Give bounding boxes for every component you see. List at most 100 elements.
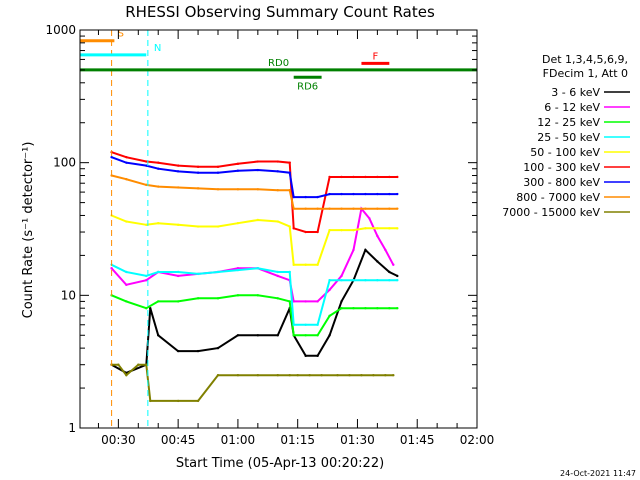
data-point-25-50-kev: [292, 323, 295, 326]
flag-label-n: N: [154, 43, 161, 54]
data-point-800-7000-kev: [256, 188, 260, 191]
data-point-25-50-kev: [176, 270, 180, 274]
data-point-50-100-kev: [288, 225, 291, 228]
data-point-3-6-kev: [364, 248, 367, 252]
x-tick-label: 01:30: [340, 433, 375, 447]
x-tick-label: 00:30: [101, 433, 136, 447]
data-point-3-6-kev: [176, 349, 180, 353]
x-axis: 00:30 00:45 01:00 01:15 01:30 01:45 02:00: [97, 30, 495, 447]
data-point-50-100-kev: [196, 225, 200, 228]
flag-label-f: F: [373, 51, 379, 62]
data-point-7000-15000-kev: [125, 374, 128, 377]
data-point-50-100-kev: [256, 218, 260, 222]
data-point-100-300-kev: [340, 175, 343, 179]
data-point-25-50-kev: [376, 279, 379, 282]
y-axis: 1 10 100 1000: [45, 23, 477, 435]
data-point-800-7000-kev: [288, 189, 291, 192]
data-point-12-25-kev: [276, 297, 279, 300]
data-point-7000-15000-kev: [117, 363, 120, 366]
data-point-50-100-kev: [352, 228, 355, 232]
data-point-300-800-kev: [157, 167, 160, 170]
legend-label-50-100-kev: 50 - 100 keV: [530, 146, 600, 159]
data-point-50-100-kev: [364, 227, 367, 230]
data-point-100-300-kev: [364, 175, 367, 179]
data-point-6-12-kev: [110, 267, 113, 270]
data-point-50-100-kev: [276, 220, 279, 223]
data-point-100-300-kev: [304, 230, 307, 234]
data-point-7000-15000-kev: [392, 374, 395, 377]
data-point-800-7000-kev: [196, 187, 200, 190]
data-point-25-50-kev: [304, 323, 307, 326]
legend-label-100-300-kev: 100 - 300 keV: [523, 161, 600, 174]
data-point-300-800-kev: [176, 170, 180, 173]
y-tick-label: 100: [53, 156, 76, 170]
data-point-7000-15000-kev: [384, 374, 387, 377]
data-point-7000-15000-kev: [145, 363, 148, 366]
data-point-300-800-kev: [125, 161, 128, 164]
data-point-300-800-kev: [304, 195, 307, 199]
data-point-800-7000-kev: [216, 188, 220, 191]
data-point-7000-15000-kev: [360, 374, 363, 377]
data-point-300-800-kev: [328, 192, 331, 196]
data-point-3-6-kev: [316, 354, 319, 358]
data-point-300-800-kev: [376, 192, 379, 196]
data-point-100-300-kev: [125, 155, 128, 159]
data-point-100-300-kev: [288, 161, 291, 164]
data-point-100-300-kev: [292, 227, 295, 230]
data-point-100-300-kev: [157, 161, 160, 164]
data-point-300-800-kev: [256, 168, 260, 172]
data-point-100-300-kev: [376, 175, 379, 179]
data-point-7000-15000-kev: [308, 374, 311, 377]
data-point-7000-15000-kev: [296, 374, 299, 377]
data-point-300-800-kev: [388, 192, 391, 196]
data-point-300-800-kev: [340, 192, 343, 196]
x-tick-label: 01:00: [221, 433, 256, 447]
data-point-50-100-kev: [176, 223, 180, 227]
data-point-7000-15000-kev: [256, 374, 260, 377]
data-point-25-50-kev: [288, 270, 291, 274]
data-point-100-300-kev: [236, 162, 240, 166]
legend-header-line-2: FDecim 1, Att 0: [543, 67, 628, 80]
data-point-7000-15000-kev: [137, 363, 140, 366]
data-point-3-6-kev: [157, 334, 160, 337]
data-point-50-100-kev: [125, 220, 128, 223]
data-point-3-6-kev: [340, 300, 343, 303]
data-point-50-100-kev: [145, 223, 148, 227]
data-point-300-800-kev: [236, 169, 240, 172]
data-point-12-25-kev: [376, 306, 379, 310]
data-point-100-300-kev: [145, 160, 148, 163]
data-point-25-50-kev: [276, 270, 279, 274]
data-point-25-50-kev: [125, 270, 128, 274]
data-point-6-12-kev: [340, 274, 343, 278]
data-point-12-25-kev: [145, 306, 148, 310]
y-tick-label: 1000: [45, 23, 76, 37]
x-tick-label: 02:00: [460, 433, 495, 447]
data-point-6-12-kev: [292, 300, 295, 303]
data-point-25-50-kev: [328, 279, 331, 282]
data-point-50-100-kev: [157, 221, 160, 225]
data-point-300-800-kev: [292, 195, 295, 199]
data-point-7000-15000-kev: [372, 374, 375, 377]
data-point-25-50-kev: [196, 272, 200, 276]
data-point-50-100-kev: [388, 227, 391, 230]
data-point-25-50-kev: [396, 279, 399, 282]
data-point-12-25-kev: [256, 294, 260, 297]
data-point-800-7000-kev: [176, 186, 180, 189]
data-point-6-12-kev: [328, 288, 331, 292]
x-axis-label: Start Time (05-Apr-13 00:20:22): [176, 456, 384, 471]
data-point-12-25-kev: [125, 300, 128, 303]
data-point-6-12-kev: [392, 263, 395, 266]
chart-title: RHESSI Observing Summary Count Rates: [125, 3, 435, 21]
data-point-100-300-kev: [388, 175, 391, 179]
data-point-12-25-kev: [388, 306, 391, 310]
data-point-800-7000-kev: [352, 207, 355, 210]
data-point-50-100-kev: [236, 221, 240, 225]
data-point-50-100-kev: [216, 225, 220, 228]
data-point-100-300-kev: [396, 175, 399, 179]
data-point-50-100-kev: [340, 228, 343, 232]
data-point-100-300-kev: [256, 160, 260, 163]
flag-label-rd0: RD0: [268, 58, 289, 69]
data-point-300-800-kev: [364, 192, 367, 196]
data-point-100-300-kev: [316, 230, 319, 234]
